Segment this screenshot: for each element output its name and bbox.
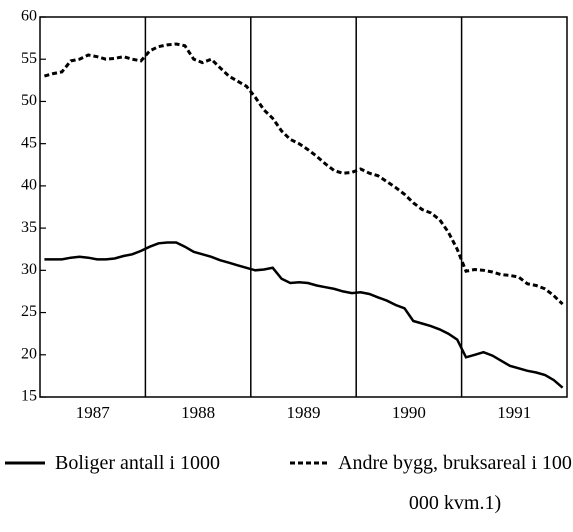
y-tick-label: 40 <box>21 177 37 194</box>
legend-label: Andre bygg, bruksareal i 100 000 kvm.1) <box>338 452 572 514</box>
y-tick-label: 20 <box>21 345 37 362</box>
series-line <box>43 42 564 306</box>
x-tick-label: 1987 <box>76 403 111 422</box>
y-tick-label: 45 <box>21 134 37 151</box>
y-tick-label: 60 <box>21 8 37 25</box>
x-tick-label: 1988 <box>181 403 215 422</box>
x-tick-label: 1990 <box>392 403 426 422</box>
y-tick-label: 15 <box>21 388 37 405</box>
y-tick-label: 25 <box>21 303 37 320</box>
legend-label: Boliger antall i 1000 <box>55 452 220 474</box>
series-line <box>44 241 564 389</box>
y-tick-label: 55 <box>21 50 37 67</box>
y-tick-label: 35 <box>21 219 37 236</box>
y-tick-label: 50 <box>21 92 37 109</box>
y-tick-label: 30 <box>21 261 37 278</box>
x-tick-label: 1989 <box>287 403 321 422</box>
x-tick-label: 1991 <box>497 403 531 422</box>
plot-frame <box>39 16 568 398</box>
